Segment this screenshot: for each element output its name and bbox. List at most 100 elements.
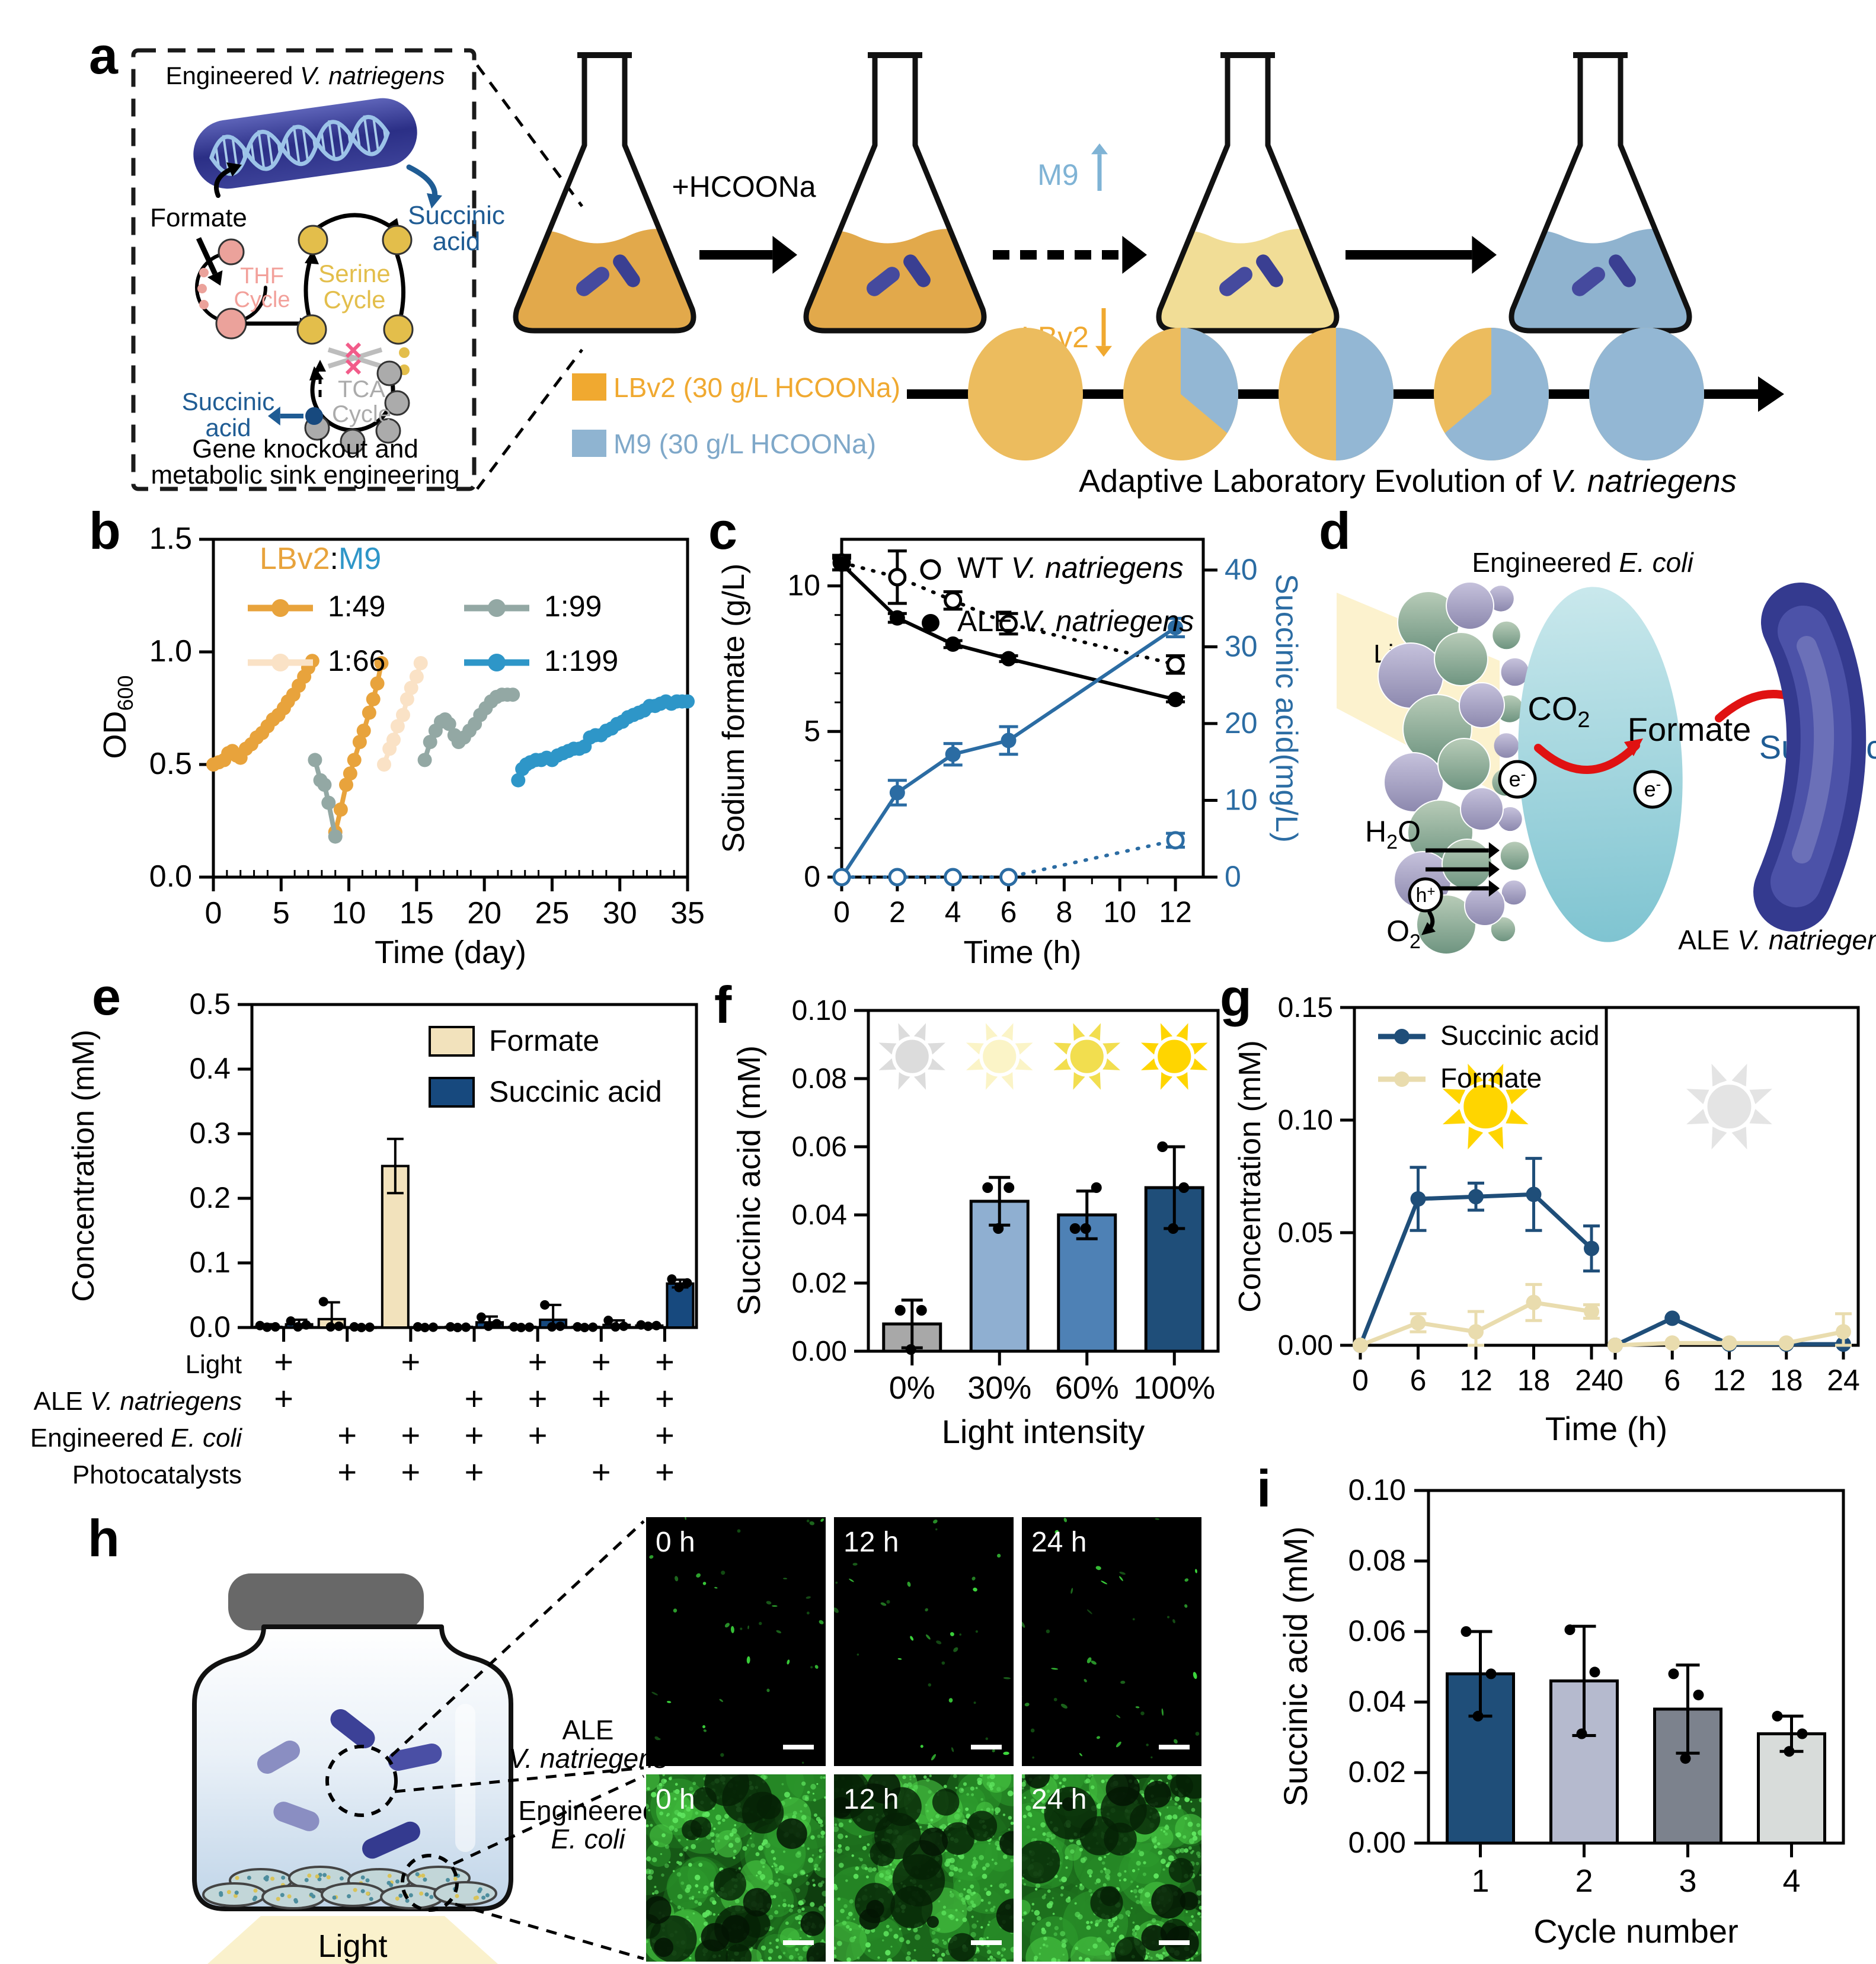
y-tick-label: 0.06	[1348, 1614, 1406, 1648]
y-tick-label: 0.05	[1278, 1217, 1333, 1249]
condition-plus: +	[274, 1343, 293, 1380]
panel-i-chart: 0.00 0.02 0.04 0.06 0.08 0.10 Succinic acid (m…	[1277, 1473, 1845, 1950]
condition-plus: +	[592, 1343, 611, 1380]
panel-f-chart: 0.00 0.02 0.04 0.06 0.08 0.10 Succinic acid (m…	[731, 995, 1220, 1450]
legend-item: Formate	[489, 1024, 599, 1057]
condition-plus: +	[337, 1416, 357, 1454]
x-tick-label: 24	[1575, 1364, 1608, 1397]
succinic-acid-label: Succinic	[182, 388, 274, 415]
o2-label: O2	[1386, 914, 1421, 953]
condition-row-label: ALE V. natriegens	[34, 1387, 242, 1416]
condition-plus: +	[655, 1380, 675, 1417]
ecoli-label: E. coli	[551, 1824, 626, 1854]
y-tick-label: 0.0	[149, 859, 192, 894]
ale-vnatriegens-label: ALE V. natriegens	[1678, 925, 1876, 955]
panel-letter-h: h	[88, 1509, 120, 1568]
succinic-acid-label: Succinic	[408, 201, 505, 230]
flask-icon	[803, 52, 987, 334]
x-tick-label: 6	[1410, 1364, 1427, 1397]
x-tick-label: 60%	[1055, 1370, 1119, 1406]
panel-letter-b: b	[89, 501, 121, 560]
legend-item: ALE V. natriegens	[957, 604, 1194, 638]
y-tick-label: 0.08	[1348, 1544, 1406, 1577]
vnatriegens-cell	[1753, 583, 1867, 932]
thf-cycle-label: THF	[240, 264, 284, 289]
panel-letter-g: g	[1220, 968, 1252, 1027]
electron-label: e-	[1509, 765, 1526, 791]
y-tick-label: 0.04	[1348, 1685, 1406, 1718]
x-tick-label: 30	[603, 896, 637, 930]
y-tick-label: 10	[787, 569, 820, 602]
x-tick-label: 15	[400, 896, 434, 930]
condition-plus: +	[337, 1453, 357, 1490]
m9-label: M9	[1037, 158, 1078, 191]
y-tick-label: 0.1	[189, 1246, 231, 1279]
y-axis-label: Succinic acid (mM)	[731, 1045, 767, 1316]
y-tick-label: 0.4	[189, 1052, 231, 1085]
y2-tick-label: 10	[1225, 783, 1258, 816]
co2-label: CO2	[1527, 690, 1590, 732]
x-tick-label: 0	[1352, 1364, 1369, 1397]
electron-label: e-	[1644, 775, 1661, 801]
micrograph-ale-0h: 0 h	[646, 1517, 826, 1766]
x-tick-label: 10	[332, 896, 366, 930]
panel-e-chart: 0.0 0.1 0.2 0.3 0.4 0.5 Concentration (mM) Form…	[30, 987, 698, 1490]
legend-item: Formate	[1440, 1063, 1542, 1093]
y2-tick-label: 20	[1225, 706, 1258, 740]
x-tick-label: 18	[1770, 1364, 1803, 1397]
flask-icon	[513, 52, 696, 334]
ecoli-title: Engineered E. coli	[1472, 547, 1694, 578]
legend-title: LBv2:M9	[260, 542, 381, 576]
legend-item: 1:199	[544, 644, 618, 677]
panel-letter-c: c	[708, 501, 737, 560]
y-tick-label: 0.5	[149, 747, 192, 781]
x-tick-label: 6	[1664, 1364, 1680, 1397]
panel-g-chart: 0.00 0.05 0.10 0.15 Concentration (mM) 0 6 12 18…	[1233, 992, 1860, 1447]
y-tick-label: 0.10	[1348, 1473, 1406, 1506]
x-tick-label: 0	[833, 895, 850, 929]
y-axis-label: OD600	[97, 675, 138, 759]
y-tick-label: 0.0	[189, 1310, 231, 1344]
y-axis-label: Concentration (mM)	[66, 1029, 101, 1301]
x-tick-label: 20	[467, 896, 501, 930]
condition-plus: +	[655, 1453, 675, 1490]
panel-b-chart: 0 5 10 15 20 25 30 35 0.0 0.5 1.0 1.5 Time (day) OD60…	[97, 522, 705, 970]
condition-plus: +	[465, 1416, 484, 1454]
condition-plus: +	[528, 1343, 548, 1380]
panel-letter-f: f	[714, 975, 732, 1034]
y-axis-label: Concentration (mM)	[1233, 1040, 1267, 1312]
legend-item: 1:66	[328, 644, 385, 677]
x-tick-label: 6	[1001, 895, 1017, 929]
y2-tick-label: 30	[1225, 629, 1258, 663]
condition-plus: +	[465, 1453, 484, 1490]
legend-item: 1:99	[544, 590, 602, 623]
x-axis-label: Cycle number	[1533, 1912, 1738, 1950]
legend-item: 1:49	[328, 590, 385, 623]
x-tick-label: 3	[1679, 1863, 1696, 1899]
thf-cycle-label: Cycle	[234, 287, 290, 312]
time-label: 24 h	[1031, 1784, 1086, 1815]
panel-letter-d: d	[1319, 501, 1351, 560]
plot-frame	[867, 1009, 1220, 1353]
time-label: 0 h	[656, 1784, 695, 1815]
x-tick-label: 30%	[967, 1370, 1031, 1406]
panel-letter-a: a	[89, 26, 118, 85]
serine-cycle-label: Serine	[318, 260, 390, 287]
condition-plus: +	[465, 1380, 484, 1417]
hcoona-label: +HCOONa	[672, 170, 816, 203]
hole-label: h+	[1416, 884, 1436, 907]
time-label: 12 h	[843, 1527, 899, 1558]
x-axis-label: Time (h)	[964, 935, 1082, 970]
y-tick-label: 0.3	[189, 1117, 231, 1150]
y-tick-label: 0.08	[792, 1063, 847, 1095]
legend-item: Succinic acid	[489, 1075, 662, 1108]
y2-axis-label: Succinic acid(mg/L)	[1269, 574, 1303, 843]
x-tick-label: 5	[273, 896, 290, 930]
ale-label: V. natriegens	[509, 1743, 667, 1774]
micrograph-ecoli-24h: 24 h	[1022, 1774, 1201, 1962]
condition-plus: +	[592, 1453, 611, 1490]
micrograph-ale-24h: 24 h	[1022, 1517, 1201, 1766]
y-tick-label: 0.15	[1278, 992, 1333, 1023]
